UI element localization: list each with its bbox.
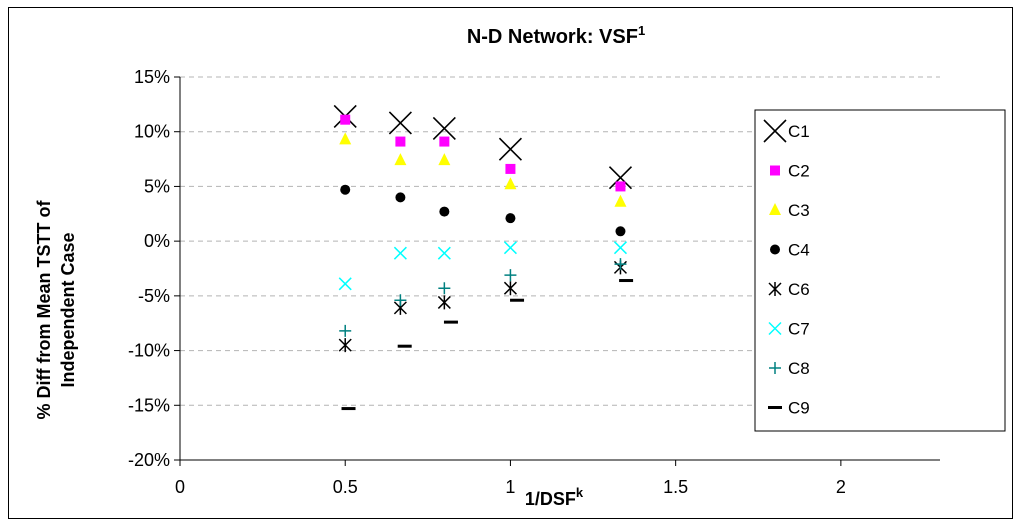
legend: C1 C2 C3 C4 C6 C7 C8 C9	[763, 119, 810, 418]
data-point-c2	[439, 136, 450, 147]
y-tick-label: -5%	[138, 286, 170, 306]
y-axis-title: % Diff from Mean TSTT of Independent Cas…	[34, 200, 78, 420]
x-axis-title-sup: k	[576, 485, 584, 500]
legend-marker-c8	[769, 362, 781, 374]
data-point-c7	[437, 246, 451, 260]
data-point-c3	[504, 177, 517, 190]
legend-entry-c1: C1	[763, 119, 810, 143]
data-point-c8	[438, 282, 451, 295]
data-point-c1	[498, 137, 523, 161]
y-tick-label: -15%	[128, 395, 170, 415]
data-point-c7	[393, 246, 407, 260]
legend-label-c6: C6	[788, 280, 810, 299]
legend-marker-c9	[768, 406, 782, 409]
x-axis-title-text: 1/DSF	[525, 489, 576, 509]
data-point-c6	[437, 295, 451, 310]
legend-label-c2: C2	[788, 162, 810, 181]
data-point-c6	[338, 338, 352, 353]
data-point-c8	[504, 269, 517, 282]
data-point-c3	[394, 153, 407, 166]
legend-label-c3: C3	[788, 201, 810, 220]
data-point-c4	[395, 192, 406, 203]
legend-entry-c9: C9	[768, 399, 810, 418]
legend-label-c7: C7	[788, 320, 810, 339]
legend-entry-c8: C8	[769, 359, 810, 378]
data-point-c1	[608, 166, 633, 190]
data-point-c9	[397, 344, 412, 348]
data-point-c1	[388, 111, 412, 135]
chart-title: N-D Network: VSF1	[467, 23, 645, 48]
data-point-c2	[340, 114, 351, 125]
legend-entry-c3: C3	[769, 201, 810, 220]
legend-marker-c3	[769, 203, 781, 215]
legend-marker-c6	[768, 282, 782, 296]
legend-marker-c1	[763, 119, 787, 143]
data-point-c2	[505, 163, 516, 174]
legend-marker-c7	[768, 321, 782, 336]
y-tick-label: 10%	[134, 122, 170, 142]
y-tick-label: -20%	[128, 450, 170, 470]
x-tick-label: 2	[836, 477, 846, 497]
y-axis-title-line-1: % Diff from Mean TSTT of	[34, 200, 54, 420]
chart-title-sup: 1	[638, 23, 645, 38]
x-tick-label: 0	[175, 477, 185, 497]
y-tick-label: -10%	[128, 341, 170, 361]
data-point-c7	[503, 241, 517, 255]
legend-entry-c7: C7	[768, 320, 810, 339]
data-point-c6	[503, 281, 517, 296]
data-point-c8	[394, 294, 407, 307]
legend-marker-c4	[770, 244, 780, 255]
data-point-c4	[340, 184, 351, 195]
data-point-c3	[614, 194, 627, 207]
data-point-c7	[338, 277, 352, 291]
data-point-c8	[339, 324, 352, 337]
x-tick-label: 1.5	[663, 477, 688, 497]
x-axis-title: 1/DSFk	[525, 485, 584, 509]
data-point-c9	[443, 320, 458, 324]
x-tick-label: 1	[505, 477, 515, 497]
data-point-c2	[615, 181, 626, 192]
legend-box	[754, 109, 1006, 432]
legend-label-c9: C9	[788, 399, 810, 418]
y-axis-title-line-2: Independent Case	[58, 232, 78, 387]
legend-label-c8: C8	[788, 359, 810, 378]
data-point-c9	[619, 279, 634, 283]
data-point-c3	[438, 153, 451, 166]
data-point-c4	[615, 226, 626, 237]
legend-entry-c4: C4	[770, 241, 810, 260]
data-point-c3	[339, 132, 352, 145]
chart-title-text: N-D Network: VSF	[467, 26, 638, 48]
legend-entry-c6: C6	[768, 280, 810, 299]
y-tick-label: 15%	[134, 67, 170, 87]
y-tick-label: 5%	[144, 176, 170, 196]
data-point-c4	[505, 213, 516, 224]
x-tick-label: 0.5	[333, 477, 358, 497]
data-point-c2	[395, 136, 406, 147]
legend-label-c4: C4	[788, 241, 810, 260]
data-point-c9	[341, 407, 356, 411]
data-point-c9	[510, 298, 525, 302]
y-tick-label: 0%	[144, 231, 170, 251]
data-point-c7	[613, 241, 628, 255]
legend-entry-c2: C2	[770, 162, 810, 181]
legend-marker-c2	[770, 165, 780, 176]
legend-label-c1: C1	[788, 122, 810, 141]
data-point-c4	[439, 206, 450, 217]
data-point-c8	[614, 258, 627, 271]
data-point-c1	[432, 116, 456, 140]
